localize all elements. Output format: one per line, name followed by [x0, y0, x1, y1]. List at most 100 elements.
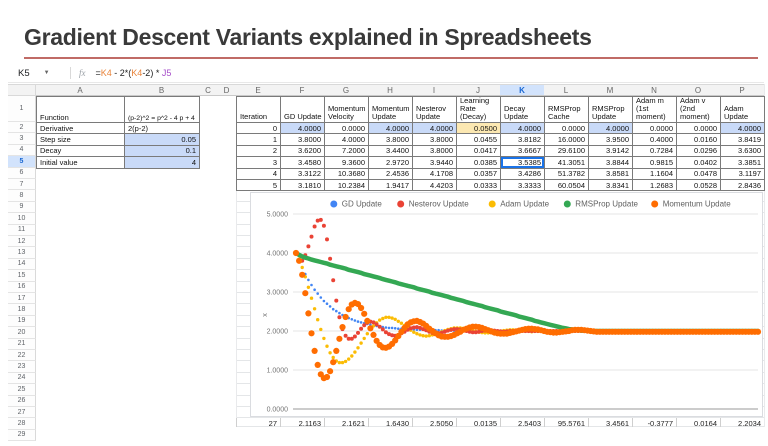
row-header-2[interactable]: 2 — [8, 122, 36, 134]
row-header-25[interactable]: 25 — [8, 384, 36, 396]
main-header-cell[interactable]: Adam Update — [720, 96, 765, 123]
data-cell[interactable]: 60.0504 — [544, 179, 589, 192]
data-cell[interactable]: 0.0528 — [676, 179, 721, 192]
partial-row-cell[interactable]: 95.5761 — [544, 417, 588, 427]
partial-row-cell[interactable]: 2.1621 — [324, 417, 368, 427]
column-header-G[interactable]: G — [324, 84, 369, 96]
data-cell[interactable]: 5 — [236, 179, 281, 192]
column-header-I[interactable]: I — [412, 84, 457, 96]
row-header-13[interactable]: 13 — [8, 247, 36, 259]
main-header-cell[interactable]: Nesterov Update — [412, 96, 457, 123]
row-header-22[interactable]: 22 — [8, 350, 36, 362]
main-header-cell[interactable]: Learning Rate (Decay) — [456, 96, 501, 123]
main-header-cell[interactable]: Decay Update — [500, 96, 545, 123]
partial-row-cell[interactable]: 27 — [236, 417, 280, 427]
chevron-down-icon[interactable]: ▼ — [43, 70, 50, 76]
data-cell[interactable]: 2.8436 — [720, 179, 765, 192]
data-cell[interactable]: 3.8341 — [588, 179, 633, 192]
row-header-28[interactable]: 28 — [8, 418, 36, 430]
main-header-cell[interactable]: GD Update — [280, 96, 325, 123]
partial-row-cell[interactable]: 1.6430 — [368, 417, 412, 427]
partial-row-cell[interactable]: -0.3777 — [632, 417, 676, 427]
title-underline — [24, 57, 758, 59]
formula-input[interactable]: =K4 - 2*(K4-2) * J5 — [96, 68, 172, 78]
partial-row-cell[interactable]: 3.4561 — [588, 417, 632, 427]
column-header-D[interactable]: D — [217, 84, 237, 96]
column-header-P[interactable]: P — [720, 84, 765, 96]
param-value-cell[interactable]: 4 — [124, 156, 200, 169]
row-header-16[interactable]: 16 — [8, 281, 36, 293]
column-header-L[interactable]: L — [544, 84, 589, 96]
column-header-M[interactable]: M — [588, 84, 633, 96]
column-header-F[interactable]: F — [280, 84, 325, 96]
column-header-N[interactable]: N — [632, 84, 677, 96]
row-header-27[interactable]: 27 — [8, 407, 36, 419]
param-label-cell[interactable]: Initial value — [36, 156, 125, 169]
partial-row-cell[interactable]: 2.5050 — [412, 417, 456, 427]
column-header-A[interactable]: A — [36, 84, 125, 96]
param-label-cell[interactable]: Function — [36, 96, 125, 123]
series-point-momentum-update — [342, 313, 349, 321]
main-header-cell[interactable]: RMSProp Update — [588, 96, 633, 123]
row-header-12[interactable]: 12 — [8, 236, 36, 248]
row-header-1[interactable]: 1 — [8, 96, 36, 122]
row-header-23[interactable]: 23 — [8, 361, 36, 373]
data-cell[interactable]: 4.4203 — [412, 179, 457, 192]
row-header-18[interactable]: 18 — [8, 304, 36, 316]
row-header-4[interactable]: 4 — [8, 144, 36, 157]
series-point-momentum-update — [299, 271, 306, 278]
partial-row-cell[interactable]: 0.0164 — [676, 417, 720, 427]
row-header-8[interactable]: 8 — [8, 190, 36, 202]
column-header-B[interactable]: B — [124, 84, 200, 96]
param-value-cell[interactable]: (p-2)^2 = p^2 - 4 p + 4 — [124, 96, 200, 123]
row-header-5[interactable]: 5 — [8, 156, 36, 168]
row-header-26[interactable]: 26 — [8, 395, 36, 407]
formula-token: K4 — [100, 68, 112, 78]
row-header-11[interactable]: 11 — [8, 224, 36, 236]
data-cell[interactable]: 10.2384 — [324, 179, 369, 192]
data-cell[interactable]: 3.1810 — [280, 179, 325, 192]
row-header-6[interactable]: 6 — [8, 167, 36, 179]
main-header-cell[interactable]: Momentum Velocity — [324, 96, 369, 123]
main-header-cell[interactable]: Momentum Update — [368, 96, 413, 123]
row-header-21[interactable]: 21 — [8, 338, 36, 350]
series-point-nesterov-update — [449, 327, 453, 332]
series-point-gd-update — [387, 326, 391, 330]
series-point-adam-update — [424, 334, 428, 338]
main-header-cell[interactable]: Iteration — [236, 96, 281, 123]
column-header-E[interactable]: E — [236, 84, 281, 96]
row-header-20[interactable]: 20 — [8, 327, 36, 339]
column-header-K[interactable]: K — [500, 84, 545, 96]
column-header-O[interactable]: O — [676, 84, 721, 96]
data-cell[interactable]: 1.9417 — [368, 179, 413, 192]
data-cell[interactable]: 3.3333 — [500, 179, 545, 192]
data-cell[interactable]: 1.2683 — [632, 179, 677, 192]
main-header-cell[interactable]: Adam m (1st moment) — [632, 96, 677, 123]
embedded-chart[interactable]: 5.0000 4.0000 3.0000 2.0000 1.0000 0.0000 x GD … — [250, 192, 763, 417]
partial-row-cell[interactable]: 0.0135 — [456, 417, 500, 427]
row-header-19[interactable]: 19 — [8, 315, 36, 328]
data-cell[interactable]: 0.0333 — [456, 179, 501, 192]
row-header-17[interactable]: 17 — [8, 293, 36, 305]
column-header-H[interactable]: H — [368, 84, 413, 96]
row-header-14[interactable]: 14 — [8, 258, 36, 271]
row-header-29[interactable]: 29 — [8, 429, 36, 441]
row-header-10[interactable]: 10 — [8, 213, 36, 225]
main-header-cell[interactable]: RMSProp Cache — [544, 96, 589, 123]
grid-line — [236, 190, 237, 427]
row-header-24[interactable]: 24 — [8, 372, 36, 385]
row-header-3[interactable]: 3 — [8, 133, 36, 145]
row-header-7[interactable]: 7 — [8, 179, 36, 191]
partial-row-cell[interactable]: 2.2034 — [720, 417, 764, 427]
partial-row-cell[interactable]: 2.1163 — [280, 417, 324, 427]
column-header-C[interactable]: C — [199, 84, 218, 96]
corner-box[interactable] — [8, 84, 36, 96]
column-header-J[interactable]: J — [456, 84, 501, 96]
series-point-nesterov-update — [349, 336, 354, 341]
row-header-9[interactable]: 9 — [8, 201, 36, 214]
row-header-15[interactable]: 15 — [8, 270, 36, 282]
name-box[interactable]: K5 ▼ — [8, 64, 60, 82]
main-header-cell[interactable]: Adam v (2nd moment) — [676, 96, 721, 123]
fill-handle[interactable] — [542, 165, 544, 168]
partial-row-cell[interactable]: 2.5403 — [500, 417, 544, 427]
